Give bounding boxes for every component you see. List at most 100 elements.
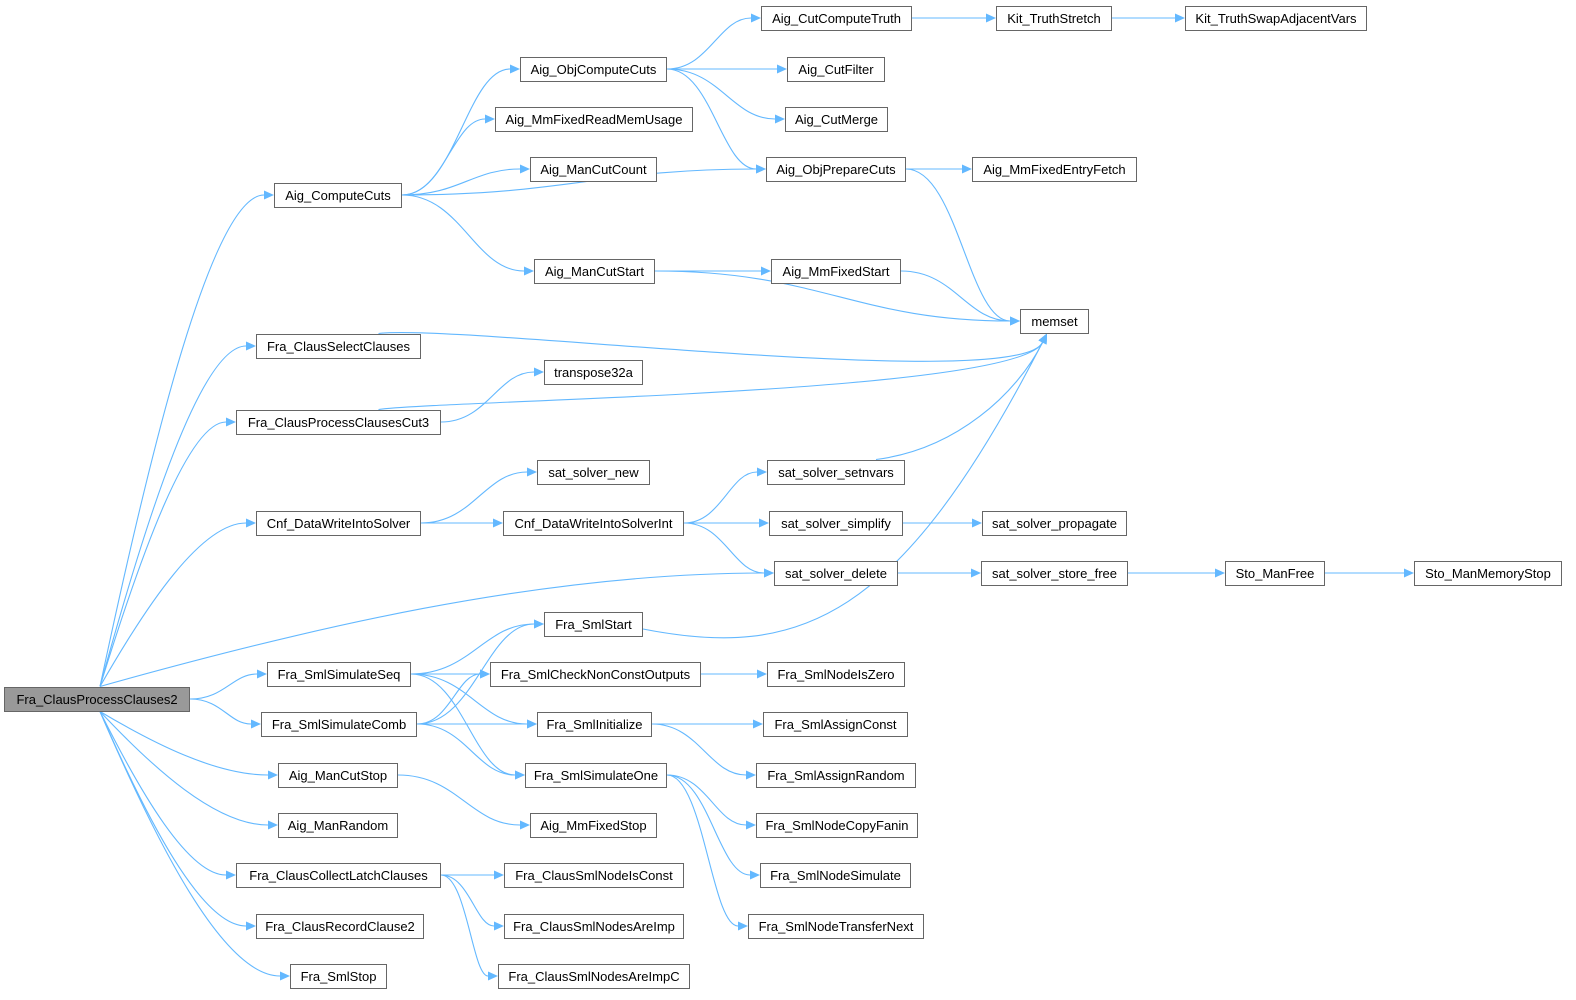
node-aig-objpreparecuts[interactable]: Aig_ObjPrepareCuts xyxy=(766,156,906,182)
node-fra-clausselectclauses[interactable]: Fra_ClausSelectClauses xyxy=(256,333,421,359)
node-fra-smlnodecopyfanin[interactable]: Fra_SmlNodeCopyFanin xyxy=(756,812,918,838)
arrowhead-icon xyxy=(962,164,972,174)
edge-objComputeCuts-objPrepareCuts xyxy=(666,68,757,170)
node-sto-manmemorystop[interactable]: Sto_ManMemoryStop xyxy=(1414,560,1562,586)
arrowhead-icon xyxy=(757,467,767,477)
arrowhead-icon xyxy=(986,13,996,23)
node-transpose32a[interactable]: transpose32a xyxy=(544,359,643,385)
node-fra-smlassignconst[interactable]: Fra_SmlAssignConst xyxy=(763,711,908,737)
edge-smlStart-memset xyxy=(642,342,1043,639)
node-fra-clausprocessclauses2[interactable]: Fra_ClausProcessClauses2 xyxy=(4,686,190,712)
node-aig-mancutstop[interactable]: Aig_ManCutStop xyxy=(278,762,398,788)
node-fra-clausprocessclausescut3[interactable]: Fra_ClausProcessClausesCut3 xyxy=(236,409,441,435)
arrowhead-icon xyxy=(534,619,544,629)
node-fra-smlinitialize[interactable]: Fra_SmlInitialize xyxy=(537,711,652,737)
edge-simOne-copyFanin xyxy=(666,774,747,826)
node-aig-mmfixedstart[interactable]: Aig_MmFixedStart xyxy=(771,258,901,284)
arrowhead-icon xyxy=(488,971,498,981)
node-aig-mmfixedreadmemusage[interactable]: Aig_MmFixedReadMemUsage xyxy=(495,106,693,132)
edge-cnfWriteInt-setnvars xyxy=(683,471,758,524)
node-aig-cutcomputetruth[interactable]: Aig_CutComputeTruth xyxy=(761,5,912,31)
arrowhead-icon xyxy=(251,719,261,729)
node-kit-truthstretch[interactable]: Kit_TruthStretch xyxy=(996,5,1112,31)
node-fra-smlchecknonconstoutputs[interactable]: Fra_SmlCheckNonConstOutputs xyxy=(490,661,701,687)
arrowhead-icon xyxy=(756,164,766,174)
arrowhead-icon xyxy=(520,820,530,830)
arrowhead-icon xyxy=(534,367,544,377)
node-sat-solver-simplify[interactable]: sat_solver_simplify xyxy=(769,510,903,536)
arrowhead-icon xyxy=(971,568,981,578)
arrowhead-icon xyxy=(750,870,760,880)
arrowhead-icon xyxy=(268,820,278,830)
edge-aigComputeCuts-readMemUsage xyxy=(401,118,486,196)
node-aig-computecuts[interactable]: Aig_ComputeCuts xyxy=(274,182,402,208)
node-aig-mancutstart[interactable]: Aig_ManCutStart xyxy=(534,258,655,284)
node-fra-smlstop[interactable]: Fra_SmlStop xyxy=(290,963,387,989)
edge-mmFixedStart-memset xyxy=(900,270,1011,322)
node-sat-solver-store-free[interactable]: sat_solver_store_free xyxy=(981,560,1128,586)
node-aig-mmfixedstop[interactable]: Aig_MmFixedStop xyxy=(530,812,657,838)
node-sat-solver-delete[interactable]: sat_solver_delete xyxy=(774,560,898,586)
edge-root-smlStop xyxy=(99,711,281,977)
node-fra-clausrecordclause2[interactable]: Fra_ClausRecordClause2 xyxy=(256,913,424,939)
arrowhead-icon xyxy=(480,669,490,679)
node-fra-smlsimulateone[interactable]: Fra_SmlSimulateOne xyxy=(525,762,667,788)
node-fra-smlnodetransfernext[interactable]: Fra_SmlNodeTransferNext xyxy=(748,913,924,939)
arrowhead-icon xyxy=(527,467,537,477)
edge-aigComputeCuts-objComputeCuts xyxy=(401,68,511,196)
edge-cnfWriteInt-satDelete xyxy=(683,522,765,574)
arrowhead-icon xyxy=(761,266,771,276)
node-fra-claussmlnodesareimp[interactable]: Fra_ClausSmlNodesAreImp xyxy=(504,913,684,939)
node-fra-smlsimulateseq[interactable]: Fra_SmlSimulateSeq xyxy=(267,661,411,687)
node-aig-manrandom[interactable]: Aig_ManRandom xyxy=(278,812,398,838)
arrowhead-icon xyxy=(493,518,503,528)
node-memset[interactable]: memset xyxy=(1020,308,1089,334)
arrowhead-icon xyxy=(1175,13,1185,23)
node-sto-manfree[interactable]: Sto_ManFree xyxy=(1225,560,1325,586)
arrowhead-icon xyxy=(520,164,530,174)
arrowhead-icon xyxy=(777,64,787,74)
arrowhead-icon xyxy=(1404,568,1414,578)
arrowhead-icon xyxy=(515,770,525,780)
arrowhead-icon xyxy=(257,669,267,679)
node-aig-mmfixedentryfetch[interactable]: Aig_MmFixedEntryFetch xyxy=(972,156,1137,182)
edge-cut3-transpose xyxy=(440,371,535,423)
arrowhead-icon xyxy=(510,64,520,74)
node-fra-claussmlnodeisconst[interactable]: Fra_ClausSmlNodeIsConst xyxy=(504,862,684,888)
arrowhead-icon xyxy=(764,568,774,578)
arrowhead-icon xyxy=(1215,568,1225,578)
edge-aigComputeCuts-manCutStart xyxy=(401,194,525,272)
edge-root-manRandom xyxy=(99,711,269,826)
node-fra-smlassignrandom[interactable]: Fra_SmlAssignRandom xyxy=(756,762,916,788)
node-aig-cutmerge[interactable]: Aig_CutMerge xyxy=(785,106,888,132)
node-sat-solver-setnvars[interactable]: sat_solver_setnvars xyxy=(767,459,905,485)
arrowhead-icon xyxy=(485,114,495,124)
edge-collectLatch-nodesAreImpC xyxy=(440,874,489,977)
edge-root-simComb xyxy=(189,698,252,725)
arrowhead-icon xyxy=(746,770,756,780)
node-cnf-datawriteintosolverint[interactable]: Cnf_DataWriteIntoSolverInt xyxy=(503,510,684,536)
edge-simSeq-smlStart xyxy=(410,623,535,675)
node-fra-claussmlnodesareimpc[interactable]: Fra_ClausSmlNodesAreImpC xyxy=(498,963,690,989)
node-sat-solver-propagate[interactable]: sat_solver_propagate xyxy=(982,510,1127,536)
arrowhead-icon xyxy=(775,114,785,124)
edge-manCutStart-memset xyxy=(654,270,1011,322)
node-cnf-datawriteintosolver[interactable]: Cnf_DataWriteIntoSolver xyxy=(256,510,421,536)
node-aig-objcomputecuts[interactable]: Aig_ObjComputeCuts xyxy=(520,56,667,82)
node-aig-cutfilter[interactable]: Aig_CutFilter xyxy=(787,56,885,82)
arrowhead-icon xyxy=(972,518,982,528)
node-aig-mancutcount[interactable]: Aig_ManCutCount xyxy=(530,156,657,182)
node-fra-smlnodesimulate[interactable]: Fra_SmlNodeSimulate xyxy=(760,862,911,888)
edge-objComputeCuts-cutMerge xyxy=(666,68,776,120)
node-kit-truthswapadjacentvars[interactable]: Kit_TruthSwapAdjacentVars xyxy=(1185,5,1367,31)
node-fra-clauscollectlatchclauses[interactable]: Fra_ClausCollectLatchClauses xyxy=(236,862,441,888)
node-sat-solver-new[interactable]: sat_solver_new xyxy=(537,459,650,485)
arrowhead-icon xyxy=(738,921,748,931)
node-fra-smlstart[interactable]: Fra_SmlStart xyxy=(544,611,643,637)
node-fra-smlsimulatecomb[interactable]: Fra_SmlSimulateComb xyxy=(261,711,417,737)
edge-root-manCutStop xyxy=(99,711,269,776)
edge-simOne-transferNext xyxy=(666,774,739,927)
node-fra-smlnodeiszero[interactable]: Fra_SmlNodeIsZero xyxy=(767,661,905,687)
arrowhead-icon xyxy=(746,820,756,830)
